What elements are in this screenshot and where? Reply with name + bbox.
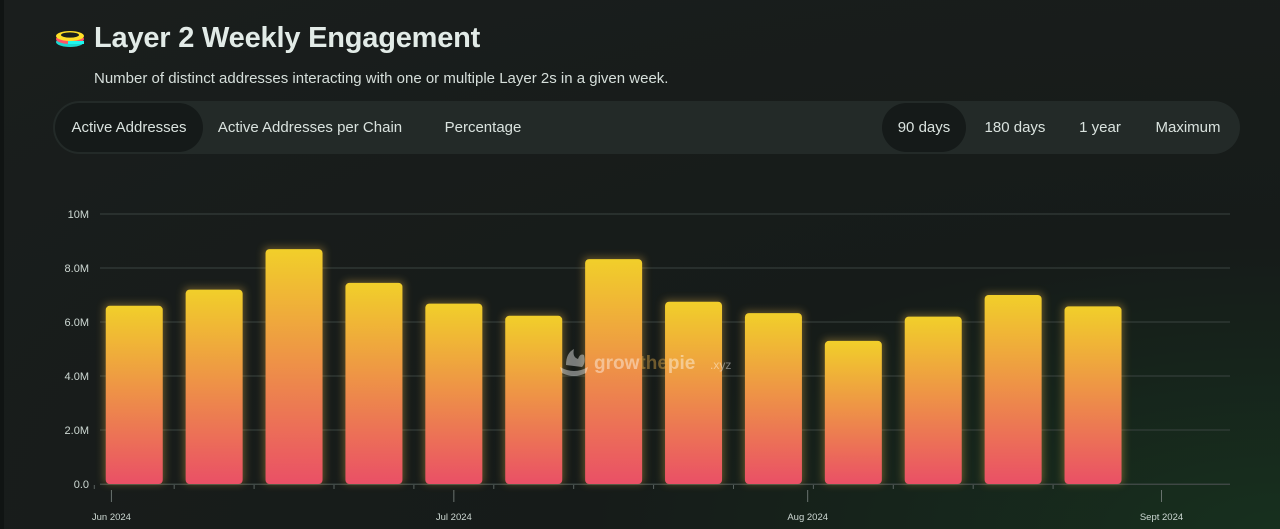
bar[interactable] xyxy=(665,301,723,484)
x-tick-label: Aug 2024 xyxy=(787,512,828,523)
bars xyxy=(103,247,1124,484)
pie-logo-icon xyxy=(560,349,588,376)
bar[interactable] xyxy=(984,295,1042,484)
watermark-brand-part-2: pie xyxy=(668,353,695,374)
range-90-days[interactable]: 90 days xyxy=(882,103,966,152)
header: Layer 2 Weekly Engagement xyxy=(54,22,480,55)
window-edge xyxy=(0,0,4,529)
watermark-suffix: .xyz xyxy=(710,358,731,372)
bar[interactable] xyxy=(1064,306,1122,484)
chart-controls-bar: Active Addresses Active Addresses per Ch… xyxy=(53,101,1240,154)
watermark-brand: growthepie xyxy=(594,353,695,374)
watermark-brand-highlight: the xyxy=(639,353,668,374)
y-tick-label: 0.0 xyxy=(74,479,89,491)
bar[interactable] xyxy=(585,259,643,484)
x-axis: Jun 2024 Jul 2024 Aug 2024 Sept 2024 xyxy=(92,484,1230,523)
y-tick-label: 10M xyxy=(68,209,89,221)
page-subtitle: Number of distinct addresses interacting… xyxy=(94,70,669,87)
range-180-days[interactable]: 180 days xyxy=(984,119,1046,136)
y-tick-label: 6.0M xyxy=(65,317,89,329)
bar[interactable] xyxy=(904,316,962,484)
page-title: Layer 2 Weekly Engagement xyxy=(94,22,481,54)
bar[interactable] xyxy=(744,313,802,484)
bar[interactable] xyxy=(345,282,403,484)
tab-percentage[interactable]: Percentage xyxy=(444,119,522,136)
bar[interactable] xyxy=(824,340,882,484)
watermark: growthepie .xyz xyxy=(560,349,731,376)
bar-chart: 0.0 2.0M 4.0M 6.0M 8.0M 10M Jun 2024 Jul 2024 A… xyxy=(65,209,1230,523)
y-tick-label: 8.0M xyxy=(65,263,89,275)
stacked-disks-icon xyxy=(56,30,84,47)
y-tick-label: 4.0M xyxy=(65,371,89,383)
y-axis: 0.0 2.0M 4.0M 6.0M 8.0M 10M xyxy=(65,209,89,491)
bar[interactable] xyxy=(105,305,163,484)
bar[interactable] xyxy=(185,289,243,484)
bar[interactable] xyxy=(505,315,563,484)
tab-active-addresses[interactable]: Active Addresses xyxy=(55,103,203,152)
range-1-year[interactable]: 1 year xyxy=(1079,119,1121,136)
x-tick-label: Jul 2024 xyxy=(436,512,472,523)
bar[interactable] xyxy=(265,249,323,484)
x-tick-label: Jun 2024 xyxy=(92,512,131,523)
y-tick-label: 2.0M xyxy=(65,425,89,437)
tab-active-addresses-per-chain[interactable]: Active Addresses per Chain xyxy=(217,119,403,136)
watermark-brand-part-1: grow xyxy=(594,353,640,374)
bar[interactable] xyxy=(425,303,483,484)
range-maximum[interactable]: Maximum xyxy=(1155,119,1221,136)
x-tick-label: Sept 2024 xyxy=(1140,512,1183,523)
